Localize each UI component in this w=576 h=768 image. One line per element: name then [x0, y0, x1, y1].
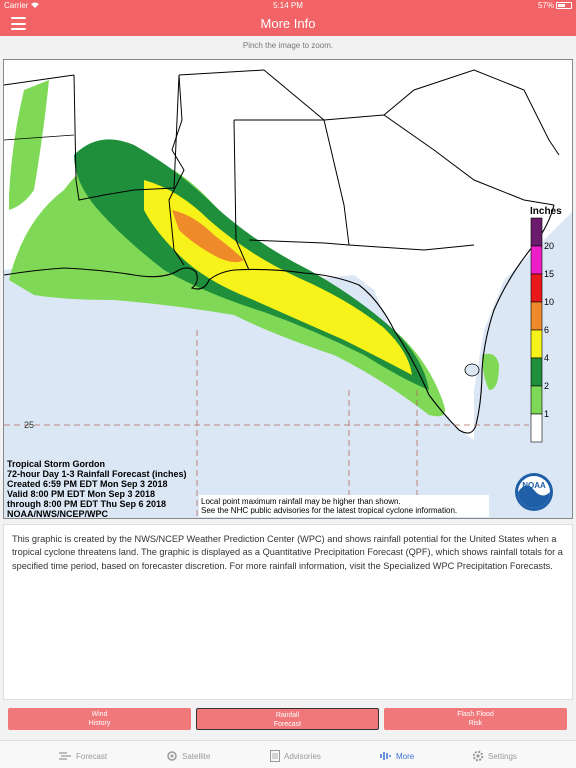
- flash-flood-risk-button[interactable]: Flash Flood Risk: [384, 708, 567, 730]
- legend-label: 15: [544, 269, 554, 279]
- legend-swatch: [530, 301, 543, 331]
- legend-swatch: [530, 385, 543, 415]
- satellite-icon: [167, 751, 177, 761]
- noaa-logo: NOAA: [515, 473, 553, 511]
- rainfall-forecast-button[interactable]: Rainfall Forecast: [196, 708, 379, 730]
- status-bar: Carrier 5:14 PM 57%: [0, 0, 576, 12]
- legend-label: 4: [544, 353, 549, 363]
- map-info-line: Tropical Storm Gordon: [7, 459, 105, 469]
- description-box: This graphic is created by the NWS/NCEP …: [3, 524, 573, 700]
- legend-label: 1: [544, 409, 549, 419]
- map-disclaimer: Local point maximum rainfall may be high…: [201, 497, 457, 515]
- map-info-line: 72-hour Day 1-3 Rainfall Forecast (inche…: [7, 469, 187, 479]
- tab-settings[interactable]: Settings: [472, 749, 517, 763]
- more-icon: [380, 752, 391, 760]
- svg-text:NOAA: NOAA: [522, 481, 546, 490]
- tab-advisories[interactable]: Advisories: [270, 749, 321, 763]
- rainfall-map[interactable]: 25 Inches 20 15 10 6 4 2 1 Tropical Storm Gord…: [3, 59, 573, 519]
- battery-icon: [556, 2, 572, 9]
- legend-label: 10: [544, 297, 554, 307]
- legend-swatch: [530, 273, 543, 303]
- legend-swatch: [530, 329, 543, 359]
- wind-history-button[interactable]: Wind History: [8, 708, 191, 730]
- map-disclaimer-line: See the NHC public advisories for the la…: [201, 506, 457, 515]
- legend-label: 20: [544, 241, 554, 251]
- wifi-icon: [31, 2, 40, 8]
- page-title: More Info: [260, 16, 316, 31]
- tab-more[interactable]: More: [380, 749, 414, 763]
- bottom-tab-bar: Forecast Satellite Advisories More Setti…: [0, 740, 576, 768]
- map-disclaimer-line: Local point maximum rainfall may be high…: [201, 497, 401, 506]
- hamburger-icon[interactable]: [11, 17, 26, 30]
- carrier-label: Carrier: [4, 1, 40, 10]
- tab-forecast[interactable]: Forecast: [58, 749, 107, 763]
- rainfall-map-graphic: 25 Inches 20 15 10 6 4 2 1 Tropical Storm Gord…: [4, 60, 572, 519]
- legend-swatch: [530, 357, 543, 387]
- map-info-line: NOAA/NWS/NCEP/WPC: [7, 509, 109, 519]
- description-text: This graphic is created by the NWS/NCEP …: [12, 534, 563, 571]
- legend-label: 6: [544, 325, 549, 335]
- forecast-icon: [59, 752, 71, 760]
- status-time: 5:14 PM: [273, 1, 303, 10]
- segment-buttons: Wind History Rainfall Forecast Flash Flo…: [0, 708, 576, 732]
- battery-indicator: 57%: [538, 1, 572, 10]
- legend-swatch: [530, 245, 543, 275]
- legend-label: 2: [544, 381, 549, 391]
- zoom-hint: Pinch the image to zoom.: [242, 41, 334, 50]
- legend-swatch: [530, 217, 543, 247]
- nav-bar: More Info: [0, 12, 576, 36]
- legend-labels: 20 15 10 6 4 2 1: [544, 241, 554, 419]
- map-info-line: Created 6:59 PM EDT Mon Sep 3 2018: [7, 479, 168, 489]
- map-info-line: through 8:00 PM EDT Thu Sep 6 2018: [7, 499, 166, 509]
- advisories-icon: [270, 750, 280, 762]
- legend-color-bar: [530, 217, 543, 443]
- latitude-label: 25: [24, 420, 34, 430]
- legend-swatch: [530, 413, 543, 443]
- tab-satellite[interactable]: Satellite: [166, 749, 210, 763]
- map-info-line: Valid 8:00 PM EDT Mon Sep 3 2018: [7, 489, 155, 499]
- legend-title: Inches: [530, 206, 562, 217]
- gear-icon: [472, 750, 484, 762]
